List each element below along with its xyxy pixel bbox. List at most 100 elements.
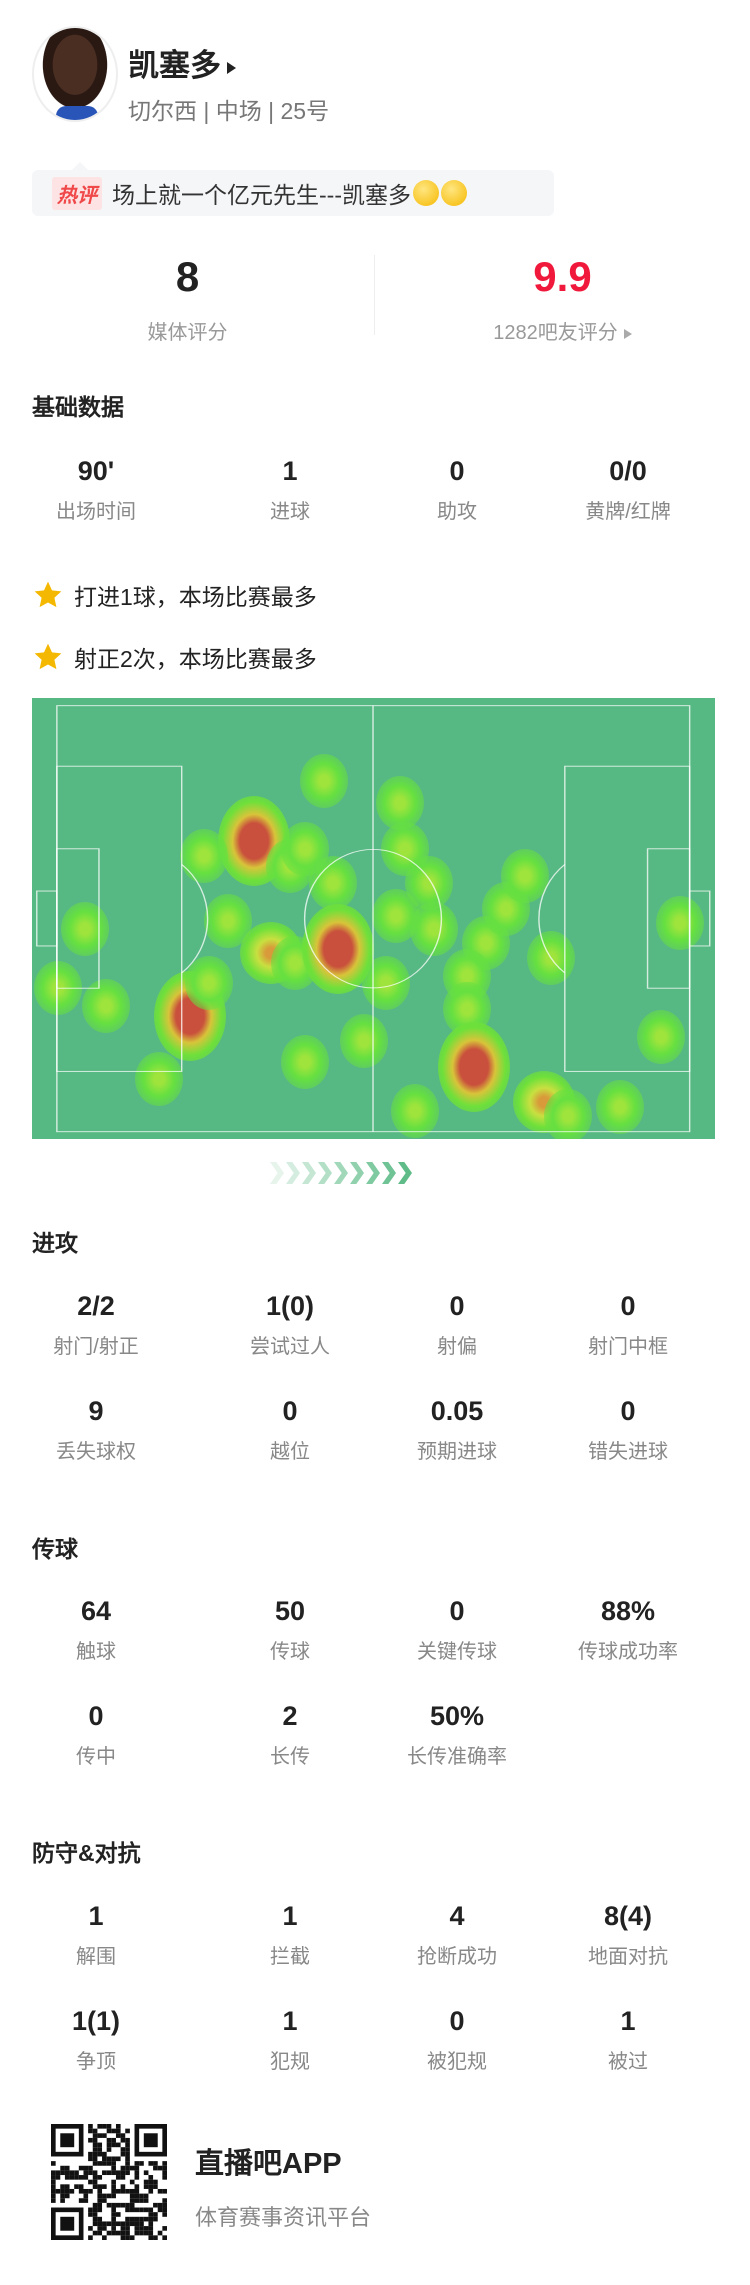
stat-item: 0 被犯规 bbox=[367, 2005, 547, 2074]
stat-value: 1 bbox=[282, 1901, 298, 1931]
stat-value: 2 bbox=[282, 1701, 298, 1731]
section-title-attack: 进攻 bbox=[32, 1230, 78, 1256]
heat-spot bbox=[404, 855, 453, 910]
chevron-right-icon bbox=[318, 1162, 332, 1184]
stat-value: 1(0) bbox=[265, 1291, 314, 1321]
player-name: 凯塞多 bbox=[128, 48, 221, 83]
stat-value: 0 bbox=[449, 456, 465, 486]
player-info: 切尔西 | 中场 | 25号 bbox=[128, 98, 330, 124]
player-name-link[interactable]: 凯塞多 bbox=[128, 40, 236, 85]
stat-label: 长传准确率 bbox=[407, 1746, 507, 1768]
heat-spot bbox=[596, 1080, 645, 1135]
heat-spot bbox=[390, 1083, 439, 1138]
chevron-right-icon bbox=[302, 1162, 316, 1184]
hot-comment[interactable]: 热评 场上就一个亿元先生---凯塞多 bbox=[32, 162, 554, 216]
heat-spot bbox=[543, 1088, 592, 1139]
stat-label: 被过 bbox=[608, 2051, 648, 2073]
stat-label: 触球 bbox=[76, 1641, 116, 1663]
stat-label: 抢断成功 bbox=[417, 1946, 497, 1968]
section-title-passing: 传球 bbox=[32, 1536, 78, 1562]
qr-code bbox=[51, 2124, 167, 2240]
stat-label: 出场时间 bbox=[56, 501, 136, 523]
heat-spot bbox=[60, 902, 109, 957]
stat-label: 丢失球权 bbox=[56, 1441, 136, 1463]
caret-right-icon bbox=[623, 328, 632, 339]
stat-value: 0/0 bbox=[609, 456, 647, 486]
stat-value: 0 bbox=[449, 2006, 465, 2036]
heat-spot bbox=[438, 1022, 511, 1113]
stat-item: 1 犯规 bbox=[200, 2005, 380, 2074]
stat-item: 9 丢失球权 bbox=[6, 1395, 186, 1464]
stat-value: 1 bbox=[88, 1901, 104, 1931]
fan-rating-value: 9.9 bbox=[533, 253, 592, 300]
hot-comment-text: 场上就一个亿元先生---凯塞多 bbox=[112, 182, 411, 208]
heat-spot bbox=[134, 1052, 183, 1107]
attack-direction-arrows bbox=[270, 1162, 414, 1184]
emoji-icon bbox=[440, 180, 467, 206]
heat-spot bbox=[340, 1013, 389, 1068]
stat-label: 长传 bbox=[270, 1746, 310, 1768]
heat-spot bbox=[409, 902, 458, 957]
heat-spot bbox=[34, 960, 83, 1015]
heat-spot bbox=[309, 855, 358, 910]
stat-item: 1 进球 bbox=[200, 455, 380, 524]
stat-item: 64 触球 bbox=[6, 1595, 186, 1664]
stat-item: 2/2 射门/射正 bbox=[6, 1290, 186, 1359]
stat-label: 地面对抗 bbox=[588, 1946, 668, 1968]
chevron-right-icon bbox=[382, 1162, 396, 1184]
stat-label: 传球成功率 bbox=[578, 1641, 678, 1663]
heat-spot bbox=[636, 1010, 685, 1065]
app-tagline: 体育赛事资讯平台 bbox=[195, 2205, 372, 2230]
section-title-defense: 防守&对抗 bbox=[32, 1840, 141, 1866]
stat-label: 越位 bbox=[270, 1441, 310, 1463]
stat-label: 拦截 bbox=[270, 1946, 310, 1968]
stat-value: 1 bbox=[282, 456, 298, 486]
stat-value: 4 bbox=[449, 1901, 465, 1931]
stat-value: 0 bbox=[282, 1396, 298, 1426]
chevron-right-icon bbox=[334, 1162, 348, 1184]
stat-item: 1(1) 争顶 bbox=[6, 2005, 186, 2074]
divider bbox=[374, 255, 375, 335]
chevron-right-icon bbox=[270, 1162, 284, 1184]
stat-item: 0 射门中框 bbox=[538, 1290, 718, 1359]
section-title-basic: 基础数据 bbox=[32, 394, 124, 420]
stat-item: 1 被过 bbox=[538, 2005, 718, 2074]
stat-value: 0.05 bbox=[430, 1396, 484, 1426]
stat-item: 0.05 预期进球 bbox=[367, 1395, 547, 1464]
stat-label: 传中 bbox=[76, 1746, 116, 1768]
stat-value: 88% bbox=[600, 1596, 656, 1626]
stat-label: 进球 bbox=[270, 501, 310, 523]
highlight-item: 射正2次，本场比赛最多 bbox=[32, 640, 317, 674]
stat-item: 0 助攻 bbox=[367, 455, 547, 524]
heat-spot bbox=[299, 754, 348, 809]
stat-label: 尝试过人 bbox=[250, 1336, 330, 1358]
app-name: 直播吧APP bbox=[195, 2148, 342, 2180]
stat-value: 0 bbox=[449, 1596, 465, 1626]
stat-label: 射偏 bbox=[437, 1336, 477, 1358]
fan-rating-label: 1282吧友评分 bbox=[493, 322, 618, 344]
media-rating-value: 8 bbox=[175, 253, 200, 300]
stat-label: 解围 bbox=[76, 1946, 116, 1968]
stat-value: 64 bbox=[80, 1596, 112, 1626]
stat-value: 0 bbox=[88, 1701, 104, 1731]
stat-item: 1 拦截 bbox=[200, 1900, 380, 1969]
stat-value: 2/2 bbox=[77, 1291, 115, 1321]
stat-item: 0 越位 bbox=[200, 1395, 380, 1464]
stat-label: 犯规 bbox=[270, 2051, 310, 2073]
stat-label: 黄牌/红牌 bbox=[585, 501, 671, 523]
highlight-text: 射正2次，本场比赛最多 bbox=[74, 646, 317, 672]
fan-rating[interactable]: 9.9 1282吧友评分 bbox=[375, 252, 750, 345]
stat-item: 0 传中 bbox=[6, 1700, 186, 1769]
heat-spot bbox=[180, 829, 229, 884]
star-icon bbox=[34, 581, 62, 608]
stat-item: 0 关键传球 bbox=[367, 1595, 547, 1664]
media-rating-label: 媒体评分 bbox=[147, 322, 228, 344]
stat-label: 射门/射正 bbox=[53, 1336, 139, 1358]
chevron-right-icon bbox=[398, 1162, 412, 1184]
heat-spot bbox=[656, 895, 705, 950]
stat-label: 关键传球 bbox=[417, 1641, 497, 1663]
heat-spot bbox=[280, 1035, 329, 1090]
hot-comment-tag: 热评 bbox=[52, 176, 102, 210]
stat-label: 助攻 bbox=[437, 501, 477, 523]
stat-item: 50 传球 bbox=[200, 1595, 380, 1664]
